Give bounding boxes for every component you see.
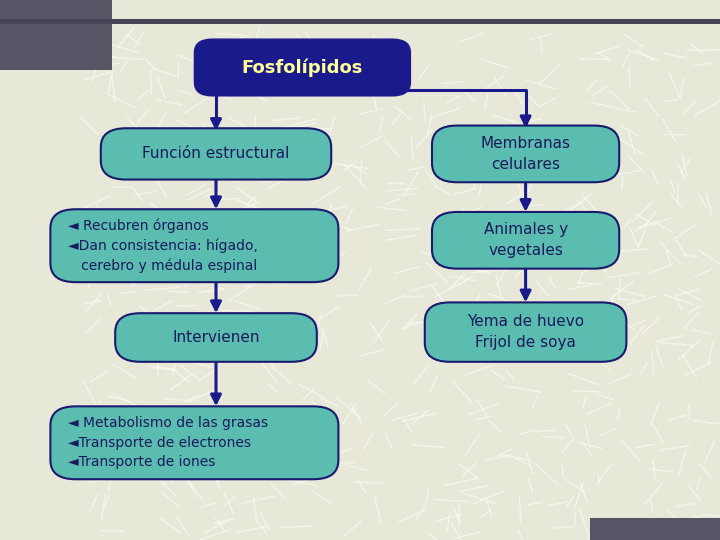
Bar — [0, 19, 720, 24]
Text: ◄ Recubren órganos
◄Dan consistencia: hígado,
   cerebro y médula espinal: ◄ Recubren órganos ◄Dan consistencia: hí… — [68, 218, 258, 273]
FancyBboxPatch shape — [425, 302, 626, 362]
FancyBboxPatch shape — [101, 128, 331, 179]
FancyBboxPatch shape — [50, 406, 338, 480]
FancyBboxPatch shape — [115, 313, 317, 362]
Text: Yema de huevo
Frijol de soya: Yema de huevo Frijol de soya — [467, 314, 584, 350]
Text: Animales y
vegetales: Animales y vegetales — [484, 222, 567, 258]
Text: Intervienen: Intervienen — [172, 330, 260, 345]
Text: ◄ Metabolismo de las grasas
◄Transporte de electrones
◄Transporte de iones: ◄ Metabolismo de las grasas ◄Transporte … — [68, 416, 269, 469]
Text: Fosfolípidos: Fosfolípidos — [242, 58, 363, 77]
Bar — [590, 518, 720, 540]
FancyBboxPatch shape — [50, 209, 338, 282]
FancyBboxPatch shape — [432, 212, 619, 268]
Text: Membranas
celulares: Membranas celulares — [481, 136, 571, 172]
FancyBboxPatch shape — [432, 126, 619, 183]
Bar — [0, 0, 112, 70]
FancyBboxPatch shape — [194, 39, 410, 96]
Text: Función estructural: Función estructural — [143, 146, 289, 161]
